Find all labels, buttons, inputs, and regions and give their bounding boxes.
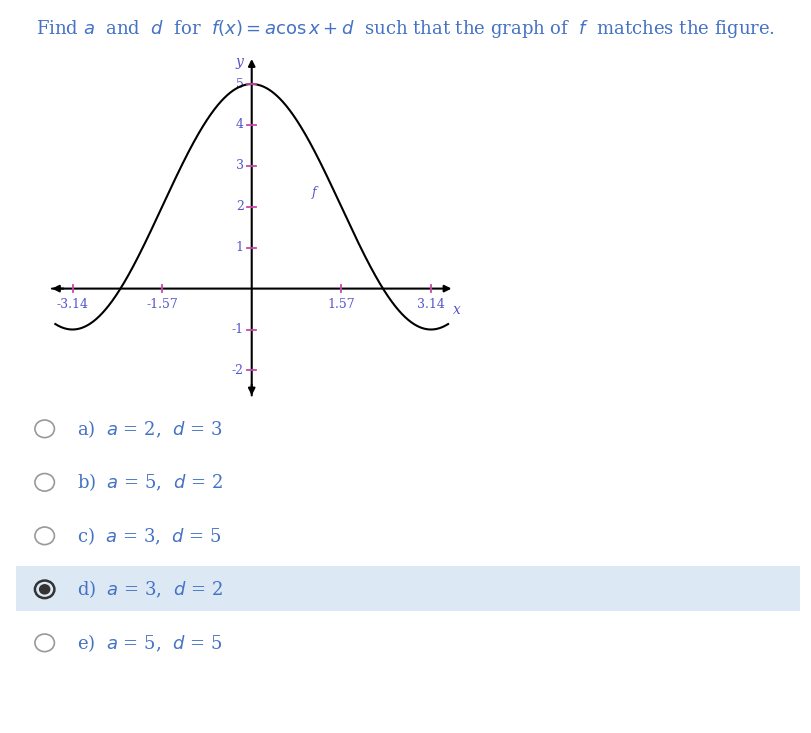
Text: 3: 3 xyxy=(235,159,243,172)
Text: 4: 4 xyxy=(235,119,243,131)
Text: -1.57: -1.57 xyxy=(146,298,178,311)
Text: -2: -2 xyxy=(231,364,243,377)
Text: c)  $a$ = 3,  $d$ = 5: c) $a$ = 3, $d$ = 5 xyxy=(77,525,221,547)
Text: y: y xyxy=(235,54,242,69)
Text: Find $a$  and  $d$  for  $f(x) = a\cos x + d$  such that the graph of  $f$  matc: Find $a$ and $d$ for $f(x) = a\cos x + d… xyxy=(36,18,775,40)
Text: 1: 1 xyxy=(235,241,243,254)
Text: 1.57: 1.57 xyxy=(327,298,354,311)
Text: d)  $a$ = 3,  $d$ = 2: d) $a$ = 3, $d$ = 2 xyxy=(77,578,222,600)
Text: -3.14: -3.14 xyxy=(57,298,88,311)
Text: 5: 5 xyxy=(235,78,243,91)
Text: -1: -1 xyxy=(231,323,243,336)
Text: f: f xyxy=(311,186,315,199)
Text: e)  $a$ = 5,  $d$ = 5: e) $a$ = 5, $d$ = 5 xyxy=(77,632,222,654)
Text: 2: 2 xyxy=(235,200,243,213)
Text: x: x xyxy=(453,303,461,317)
Text: 3.14: 3.14 xyxy=(416,298,444,311)
Text: b)  $a$ = 5,  $d$ = 2: b) $a$ = 5, $d$ = 2 xyxy=(77,471,222,493)
Text: a)  $a$ = 2,  $d$ = 3: a) $a$ = 2, $d$ = 3 xyxy=(77,418,222,440)
